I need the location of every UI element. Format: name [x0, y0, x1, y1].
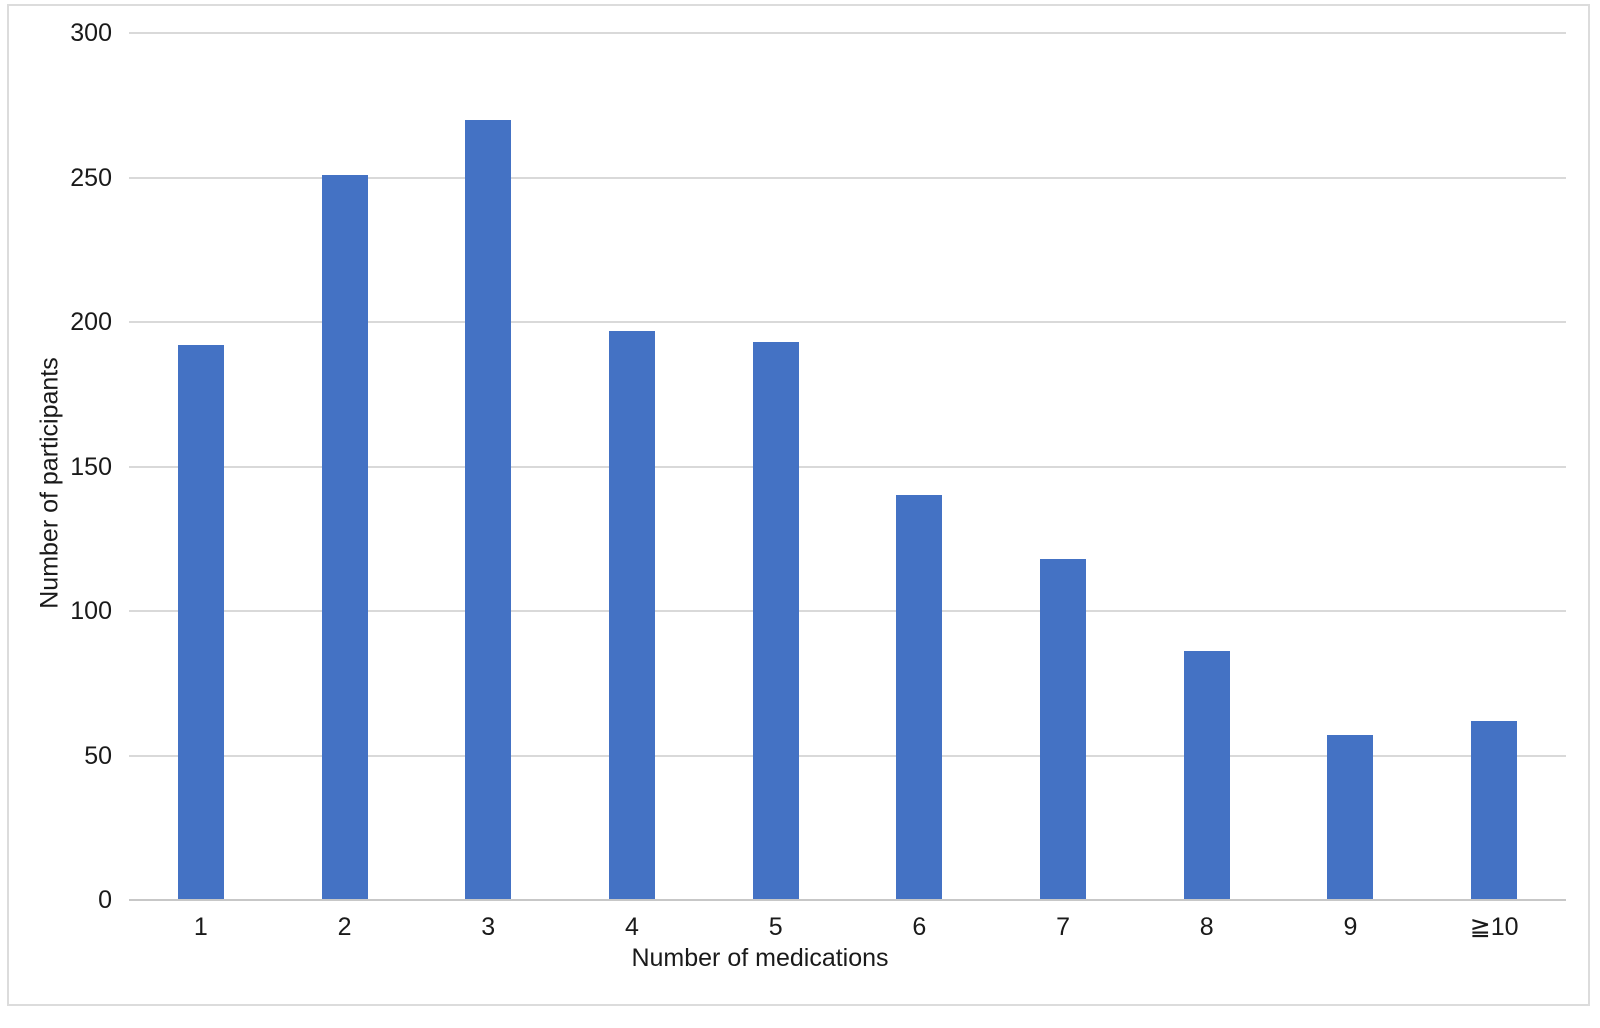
x-tick-label-6: 6: [912, 913, 927, 941]
bar-9: [1327, 735, 1374, 900]
x-tick-label-1: 1: [193, 913, 208, 941]
x-tick-label-7: 7: [1056, 913, 1070, 941]
bar-7: [1040, 558, 1087, 900]
gridline-50: [129, 754, 1566, 757]
bar-2: [321, 174, 368, 900]
x-tick-label-8: 8: [1199, 913, 1214, 941]
gridline-300: [129, 32, 1566, 34]
bar-6: [896, 495, 943, 900]
y-tick-label-100: 100: [70, 597, 112, 625]
y-tick-label-0: 0: [98, 886, 112, 914]
gridline-200: [129, 321, 1566, 323]
x-axis-title: Number of medications: [631, 944, 889, 972]
y-axis-title: Number of participants: [35, 357, 64, 609]
bar-4: [608, 330, 655, 900]
bar-8: [1183, 651, 1230, 900]
bar-5: [752, 342, 799, 900]
y-tick-label-50: 50: [84, 741, 112, 770]
bar-3: [465, 119, 512, 900]
x-tick-label-10: ≧10: [1469, 913, 1519, 941]
x-tick-label-2: 2: [337, 913, 352, 941]
x-axis-line: [129, 899, 1566, 901]
x-tick-label-5: 5: [768, 913, 783, 941]
y-tick-label-150: 150: [70, 452, 112, 481]
gridline-150: [129, 465, 1566, 468]
bar-1: [177, 345, 224, 900]
y-tick-label-300: 300: [70, 19, 112, 47]
x-tick-label-3: 3: [481, 913, 496, 941]
bar-≧10: [1471, 720, 1518, 900]
gridline-250: [129, 176, 1566, 179]
plot-area: [129, 32, 1566, 901]
y-tick-label-200: 200: [70, 308, 112, 336]
y-tick-label-250: 250: [70, 163, 112, 192]
x-tick-label-9: 9: [1343, 913, 1358, 941]
gridline-100: [129, 610, 1566, 612]
x-tick-label-4: 4: [624, 913, 639, 941]
